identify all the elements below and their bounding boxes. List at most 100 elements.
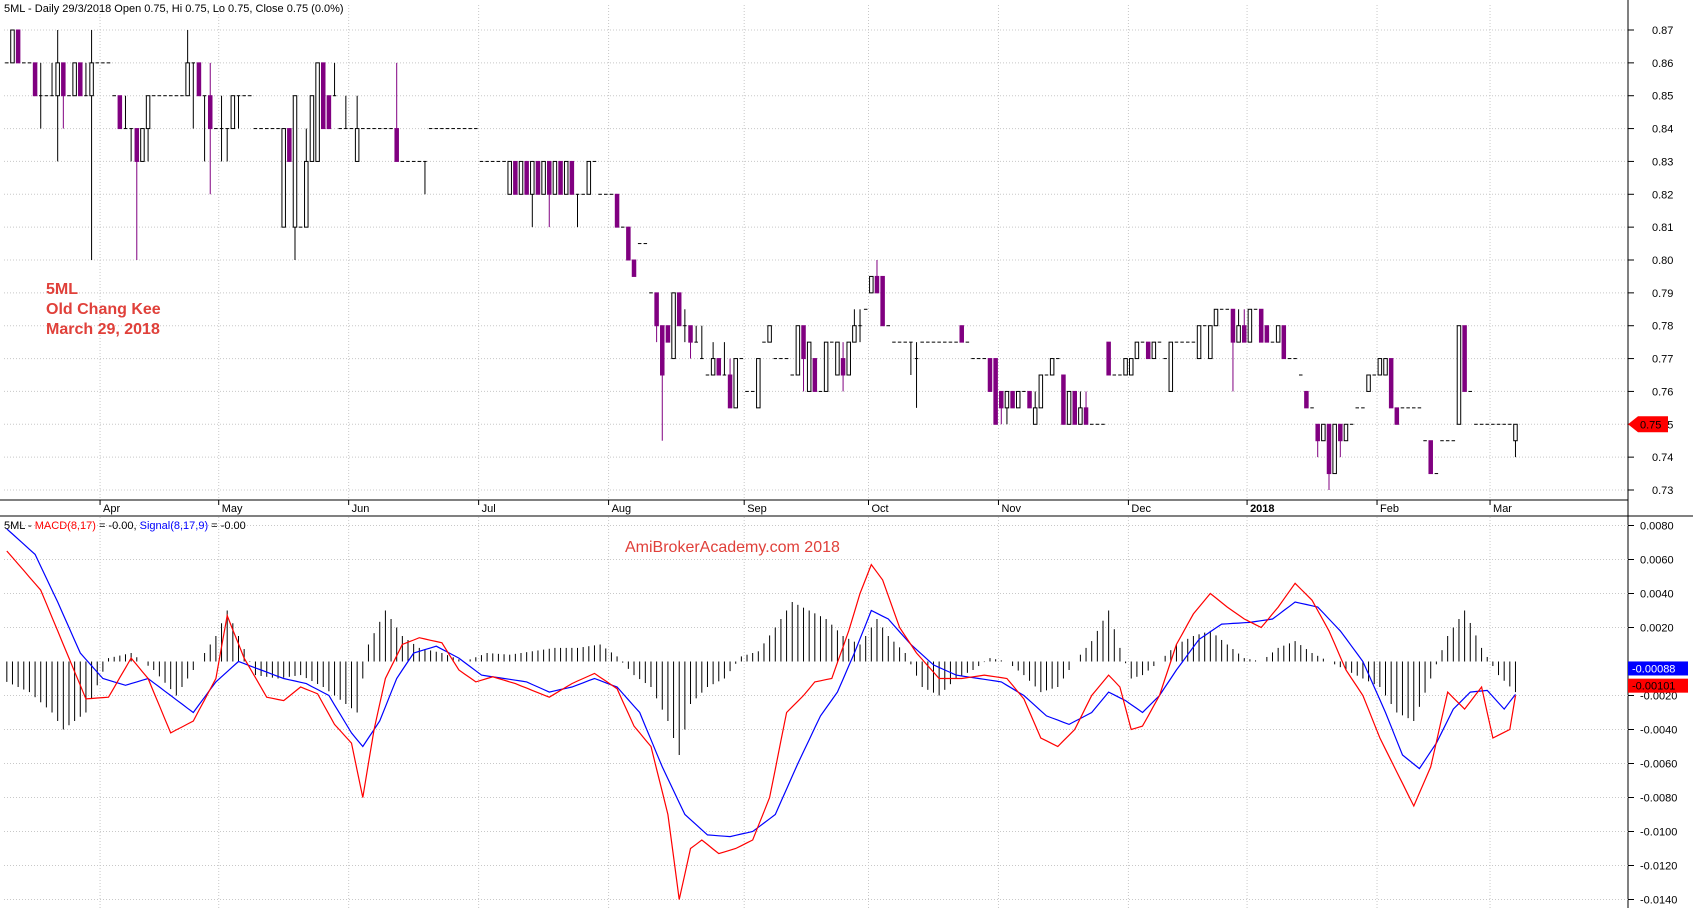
price-x-tick-label: Feb bbox=[1380, 503, 1399, 515]
candle bbox=[123, 95, 128, 130]
candle bbox=[1128, 358, 1134, 376]
candle bbox=[823, 341, 829, 392]
price-badge: 0.75 bbox=[1628, 416, 1668, 433]
candle bbox=[1213, 308, 1219, 327]
macd-histogram bbox=[6, 602, 1516, 755]
candle bbox=[207, 62, 213, 195]
candle bbox=[1072, 390, 1077, 425]
macd-pane[interactable] bbox=[4, 517, 1628, 908]
candle bbox=[586, 160, 592, 195]
candle bbox=[196, 62, 202, 97]
price-x-tick-label: May bbox=[222, 503, 243, 515]
candle bbox=[1281, 325, 1287, 360]
candle bbox=[50, 62, 54, 97]
candle bbox=[909, 341, 913, 375]
candle bbox=[1247, 308, 1253, 343]
price-title-info: - Daily 29/3/2018 Open 0.75, Hi 0.75, Lo… bbox=[25, 3, 344, 15]
candle bbox=[1264, 325, 1270, 343]
price-badge-shape bbox=[1628, 416, 1668, 433]
candle bbox=[332, 62, 337, 97]
candle bbox=[1332, 423, 1337, 475]
candle bbox=[1456, 325, 1462, 425]
candle bbox=[626, 226, 631, 261]
candle bbox=[1106, 341, 1111, 376]
price-grid bbox=[4, 5, 1628, 500]
candle bbox=[716, 358, 722, 376]
candle bbox=[1049, 358, 1055, 376]
candle bbox=[84, 62, 88, 97]
price-y-tick-label: 0.83 bbox=[1652, 156, 1673, 168]
candle bbox=[1315, 423, 1320, 458]
candle bbox=[1338, 423, 1343, 458]
macd-line bbox=[6, 550, 1517, 900]
candle bbox=[840, 342, 846, 392]
macd-title-macd-value: = -0.00, bbox=[96, 520, 140, 532]
candle bbox=[1343, 423, 1349, 442]
candle bbox=[15, 29, 21, 64]
candle bbox=[1321, 423, 1326, 442]
candle bbox=[1258, 308, 1264, 343]
candle bbox=[660, 325, 665, 441]
candle bbox=[1004, 390, 1010, 425]
price-y-tick-label: 0.81 bbox=[1652, 222, 1673, 234]
macd-y-axis: 0.0080 0.0060 0.0040 0.0020 -0.0020 -0.0040 -0… bbox=[1628, 521, 1677, 907]
macd-y-tick-label: -0.0060 bbox=[1640, 759, 1677, 771]
price-y-tick-label: 0.78 bbox=[1652, 321, 1673, 333]
candle bbox=[1275, 325, 1281, 343]
price-x-axis: Apr May Jun Jul Aug Sep Oct Nov Dec 2018 Feb Mar bbox=[99, 500, 1512, 515]
candle bbox=[309, 95, 315, 162]
candle bbox=[518, 160, 524, 195]
candle bbox=[1134, 341, 1140, 360]
candle bbox=[140, 128, 145, 162]
candle bbox=[806, 341, 812, 392]
macd-title-prefix: 5ML - bbox=[4, 520, 35, 532]
candle bbox=[959, 325, 964, 343]
candle bbox=[1151, 341, 1157, 360]
candle bbox=[575, 193, 580, 228]
candle bbox=[846, 341, 851, 376]
candle bbox=[1027, 390, 1032, 409]
candle bbox=[665, 325, 671, 343]
candle bbox=[1230, 308, 1236, 392]
candle bbox=[185, 30, 190, 97]
candle bbox=[812, 358, 818, 392]
price-pane[interactable] bbox=[4, 5, 1628, 500]
price-x-tick-label: Jul bbox=[482, 503, 496, 515]
candle bbox=[569, 160, 575, 195]
candle bbox=[1168, 341, 1174, 392]
macd-y-tick-label: 0.0040 bbox=[1640, 589, 1674, 601]
candle bbox=[304, 128, 309, 228]
candle bbox=[1242, 309, 1247, 343]
signal-line bbox=[6, 528, 1516, 838]
candle bbox=[10, 29, 15, 64]
signal-badge-label: -0.00088 bbox=[1632, 663, 1675, 675]
candle bbox=[676, 292, 682, 327]
candle bbox=[394, 62, 399, 162]
candle bbox=[1377, 358, 1383, 376]
candle bbox=[547, 160, 552, 228]
candle bbox=[89, 30, 94, 260]
candle bbox=[281, 128, 286, 228]
candle bbox=[1010, 390, 1015, 409]
candle bbox=[710, 342, 716, 376]
macd-y-tick-label: 0.0020 bbox=[1640, 623, 1674, 635]
candle bbox=[320, 62, 326, 130]
macd-y-tick-label: -0.0120 bbox=[1640, 861, 1677, 873]
candle bbox=[134, 128, 140, 260]
macd-y-tick-label: -0.0140 bbox=[1640, 895, 1677, 907]
annotation-line-3: March 29, 2018 bbox=[46, 321, 160, 338]
macd-title: 5ML - MACD(8,17) = -0.00, Signal(8,17,9)… bbox=[4, 520, 246, 532]
candle bbox=[530, 160, 535, 228]
candle bbox=[1078, 391, 1083, 425]
candle bbox=[1366, 374, 1371, 392]
price-x-tick-label: Apr bbox=[103, 503, 120, 515]
candle bbox=[292, 95, 298, 260]
candle bbox=[236, 95, 241, 129]
candle bbox=[1123, 358, 1128, 376]
candle bbox=[1383, 358, 1388, 376]
price-y-tick-label: 0.85 bbox=[1652, 91, 1673, 103]
candle bbox=[344, 95, 348, 130]
macd-y-tick-label: -0.0020 bbox=[1640, 691, 1677, 703]
candle bbox=[671, 292, 676, 360]
macd-lines bbox=[6, 528, 1517, 900]
